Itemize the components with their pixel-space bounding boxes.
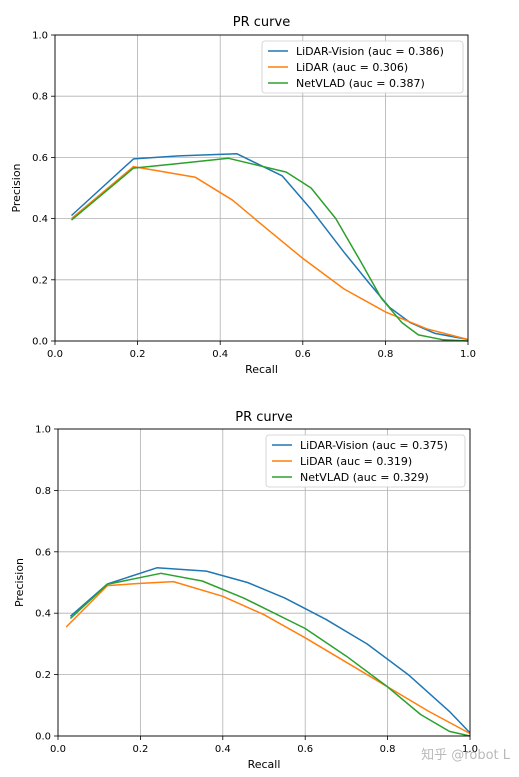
y-tick-label: 0.0 [35,732,51,743]
y-tick-label: 1.0 [35,425,51,436]
plot-frame [54,34,469,342]
x-tick-label: 0.2 [132,744,148,755]
series-line-2 [65,580,471,735]
series-line-1 [69,567,471,734]
x-tick-label: 1.0 [460,349,476,360]
y-tick-label: 0.2 [35,670,51,681]
series-line-2 [71,165,469,341]
y-axis-label: Precision [13,558,26,607]
watermark: 知乎 @robot L [421,747,511,763]
x-axis-label: Recall [245,363,278,376]
legend-box [265,434,466,488]
x-tick-label: 0.2 [130,349,146,360]
series-line-3 [71,157,469,342]
x-tick-label: 0.6 [297,744,313,755]
y-axis-label: Precision [10,163,23,212]
legend-entry: LiDAR-Vision (auc = 0.375) [300,439,448,452]
x-tick-label: 0.0 [50,744,66,755]
y-tick-label: 0.4 [35,609,51,620]
x-tick-label: 0.4 [215,744,231,755]
plot-frame [57,428,471,737]
x-tick-label: 0.8 [377,349,393,360]
legend-entry: LiDAR (auc = 0.319) [300,455,412,468]
x-tick-label: 0.4 [212,349,228,360]
x-axis-label: Recall [248,758,281,771]
legend-entry: NetVLAD (auc = 0.329) [300,471,429,484]
chart-title: PR curve [233,15,290,30]
y-tick-label: 0.4 [32,214,48,225]
y-tick-label: 0.0 [32,337,48,348]
legend-box [261,40,464,94]
x-tick-label: 0.8 [380,744,396,755]
x-tick-label: 1.0 [462,744,478,755]
y-tick-label: 1.0 [32,31,48,42]
legend-entry: LiDAR-Vision (auc = 0.386) [296,45,444,58]
chart-title: PR curve [235,410,292,425]
y-tick-label: 0.6 [32,153,48,164]
pr-curve-chart-bottom: 0.0 0.2 0.4 0.6 0.8 1.0 0.0 0.2 0.4 0.6 0.8 1.0 PR c… [13,410,478,771]
x-tick-label: 0.0 [47,349,63,360]
y-tick-label: 0.8 [35,486,51,497]
series-line-3 [69,572,471,737]
y-tick-label: 0.8 [32,92,48,103]
pr-curve-chart-top: 0.0 0.2 0.4 0.6 0.8 1.0 0.0 0.2 0.4 0.6 0.8 1.0 PR c… [10,15,476,376]
y-tick-label: 0.2 [32,275,48,286]
legend-entry: LiDAR (auc = 0.306) [296,61,408,74]
y-tick-label: 0.6 [35,547,51,558]
x-tick-label: 0.6 [295,349,311,360]
legend-entry: NetVLAD (auc = 0.387) [296,77,425,90]
